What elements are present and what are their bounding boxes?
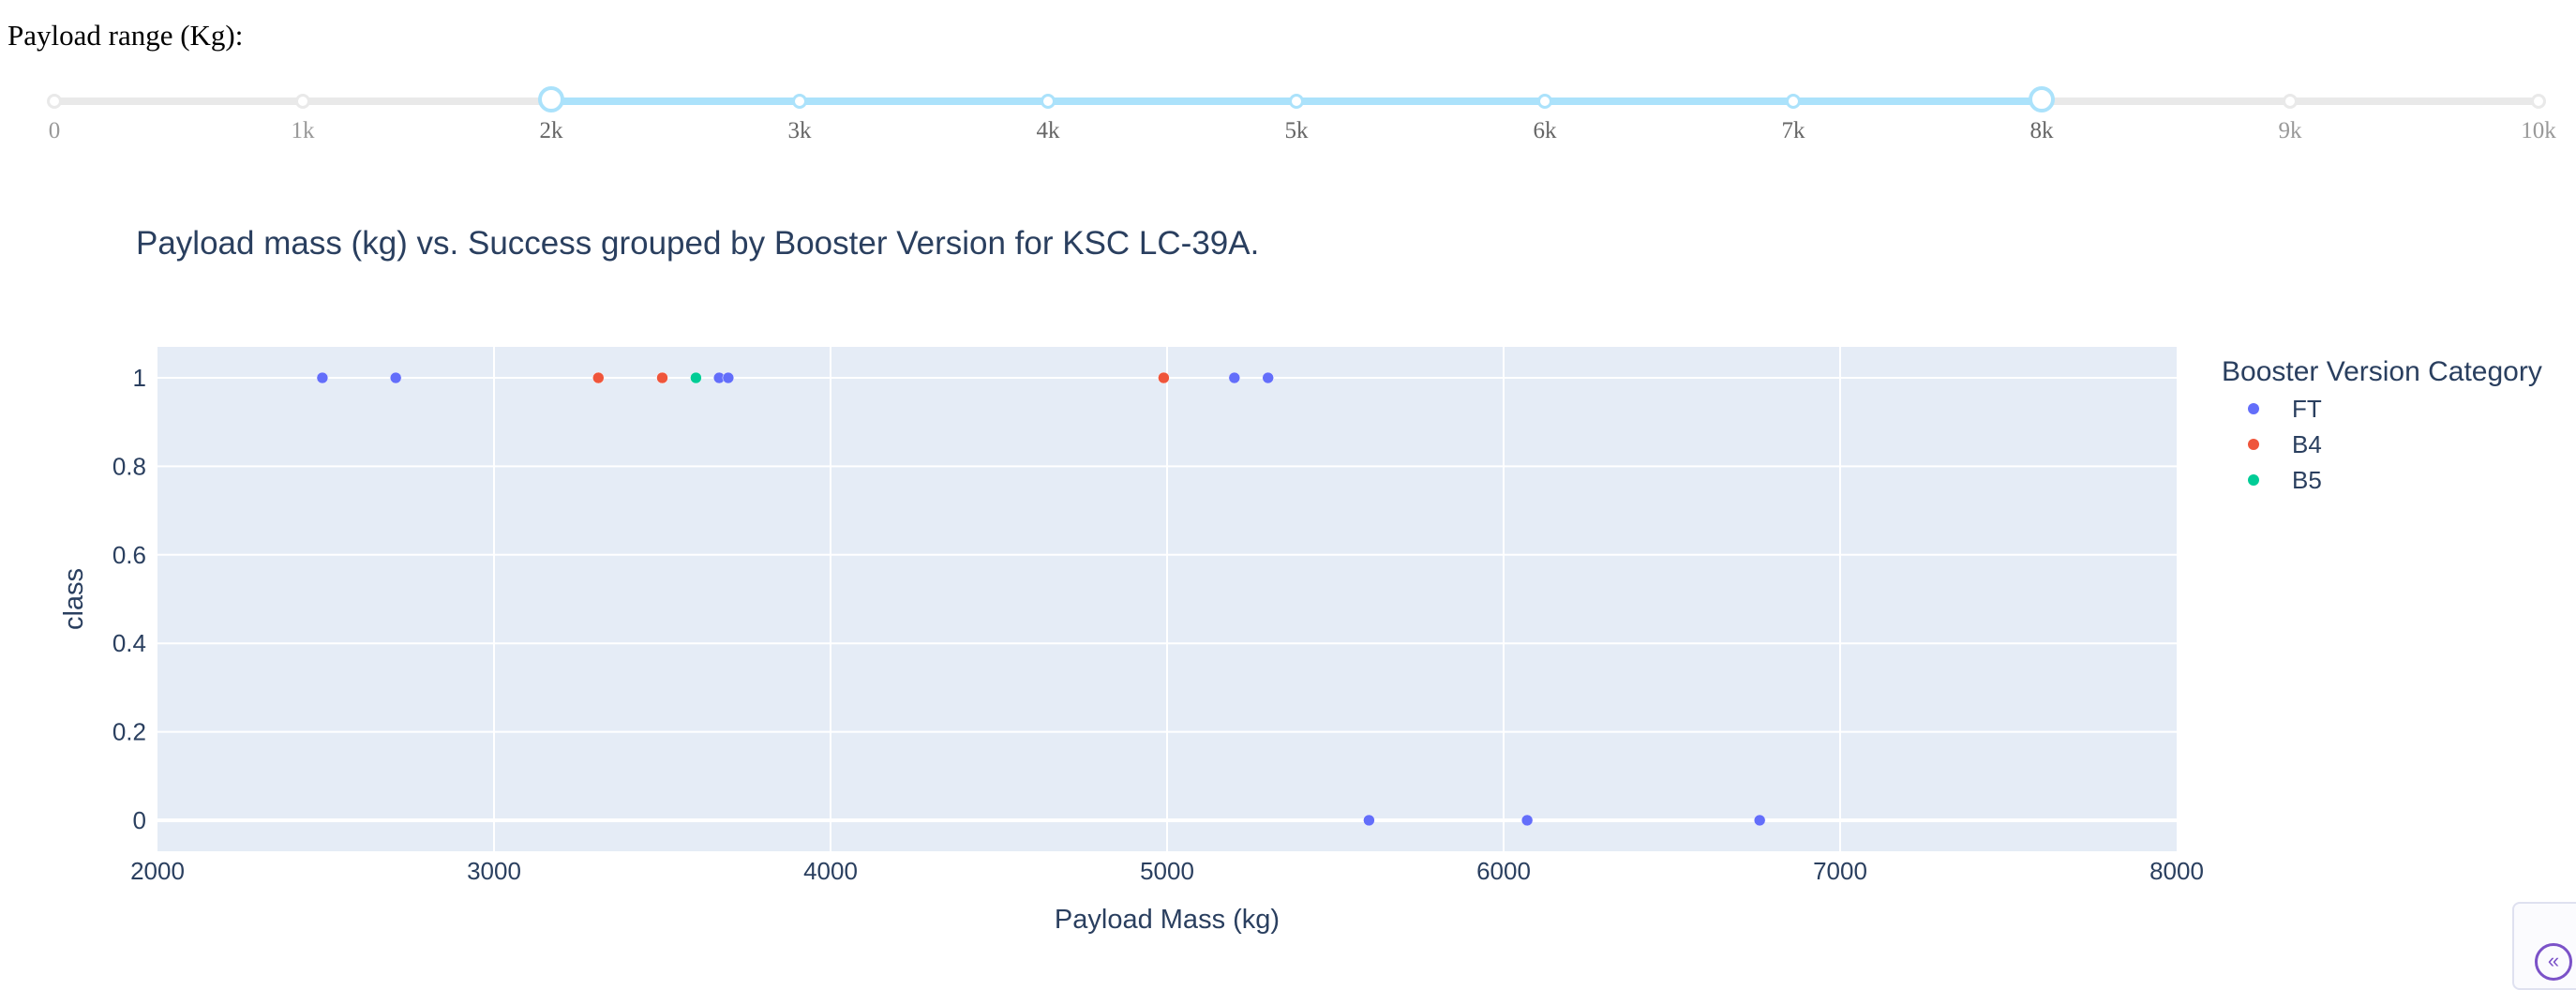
payload-range-label: Payload range (Kg): <box>7 19 244 52</box>
x-tick-label: 5000 <box>1140 857 1194 885</box>
data-point-ft <box>1363 814 1375 827</box>
slider-mark-label[interactable]: 8k <box>2029 118 2054 143</box>
slider-step-dot[interactable] <box>2283 94 2298 109</box>
data-point-ft <box>316 371 329 384</box>
legend-marker-b4 <box>2248 439 2259 450</box>
slider-handle-max[interactable] <box>2029 86 2055 112</box>
legend-label: B4 <box>2292 430 2322 458</box>
data-point-b4 <box>592 371 605 384</box>
slider-step-dot[interactable] <box>2531 94 2546 109</box>
y-tick-label: 0 <box>133 806 146 834</box>
x-tick-label: 4000 <box>803 857 858 885</box>
y-tick-label: 0.8 <box>112 452 146 480</box>
slider-mark-label[interactable]: 4k <box>1036 118 1060 143</box>
legend-label: B5 <box>2292 466 2322 494</box>
data-point-ft <box>1228 371 1241 384</box>
data-point-b4 <box>656 371 668 384</box>
data-point-ft <box>389 371 402 384</box>
x-tick-label: 3000 <box>467 857 521 885</box>
data-point-b5 <box>690 371 702 384</box>
slider-mark-label[interactable]: 2k <box>539 118 563 143</box>
y-tick-label: 0.4 <box>112 629 146 657</box>
slider-mark-label[interactable]: 7k <box>1781 118 1805 143</box>
x-tick-label: 6000 <box>1476 857 1531 885</box>
y-axis-title: class <box>59 568 89 630</box>
slider-mark-label[interactable]: 6k <box>1533 118 1557 143</box>
y-tick-label: 0.2 <box>112 718 146 746</box>
data-point-ft <box>1753 814 1766 827</box>
slider-step-dot[interactable] <box>1041 94 1056 109</box>
slider-mark-label[interactable]: 0 <box>48 118 61 143</box>
chart-title: Payload mass (kg) vs. Success grouped by… <box>136 225 1259 262</box>
x-axis-title: Payload Mass (kg) <box>1055 905 1280 935</box>
slider-step-dot[interactable] <box>1289 94 1304 109</box>
legend-marker-ft <box>2248 403 2259 414</box>
data-point-ft <box>1520 814 1534 827</box>
legend-title: Booster Version Category <box>2222 356 2542 387</box>
slider-mark-label[interactable]: 1k <box>291 118 315 143</box>
data-point-b4 <box>1158 371 1170 384</box>
slider-mark-label[interactable]: 5k <box>1284 118 1309 143</box>
slider-step-dot[interactable] <box>792 94 807 109</box>
data-point-ft <box>722 371 735 384</box>
legend-label: FT <box>2292 395 2322 423</box>
data-point-ft <box>1262 371 1274 384</box>
chevron-double-left-icon: « <box>2535 943 2572 981</box>
collapse-panel-button[interactable]: « <box>2512 902 2576 990</box>
slider-mark-label[interactable]: 3k <box>787 118 812 143</box>
slider-mark-label[interactable]: 9k <box>2278 118 2302 143</box>
x-tick-label: 7000 <box>1813 857 1867 885</box>
slider-step-dot[interactable] <box>47 94 62 109</box>
x-tick-label: 8000 <box>2149 857 2204 885</box>
slider-step-dot[interactable] <box>1786 94 1801 109</box>
x-tick-label: 2000 <box>130 857 185 885</box>
slider-step-dot[interactable] <box>295 94 310 109</box>
y-tick-label: 1 <box>133 364 146 392</box>
slider-step-dot[interactable] <box>1537 94 1552 109</box>
scatter-chart: Payload mass (kg) vs. Success grouped by… <box>59 225 2542 935</box>
slider-mark-label[interactable]: 10k <box>2521 118 2556 143</box>
legend-marker-b5 <box>2248 474 2259 486</box>
payload-range-slider[interactable]: 0 1k 2k 3k 4k 5k 6k 7k 8k 9k 10k <box>0 75 2576 159</box>
y-tick-label: 0.6 <box>112 541 146 569</box>
slider-handle-min[interactable] <box>538 86 564 112</box>
